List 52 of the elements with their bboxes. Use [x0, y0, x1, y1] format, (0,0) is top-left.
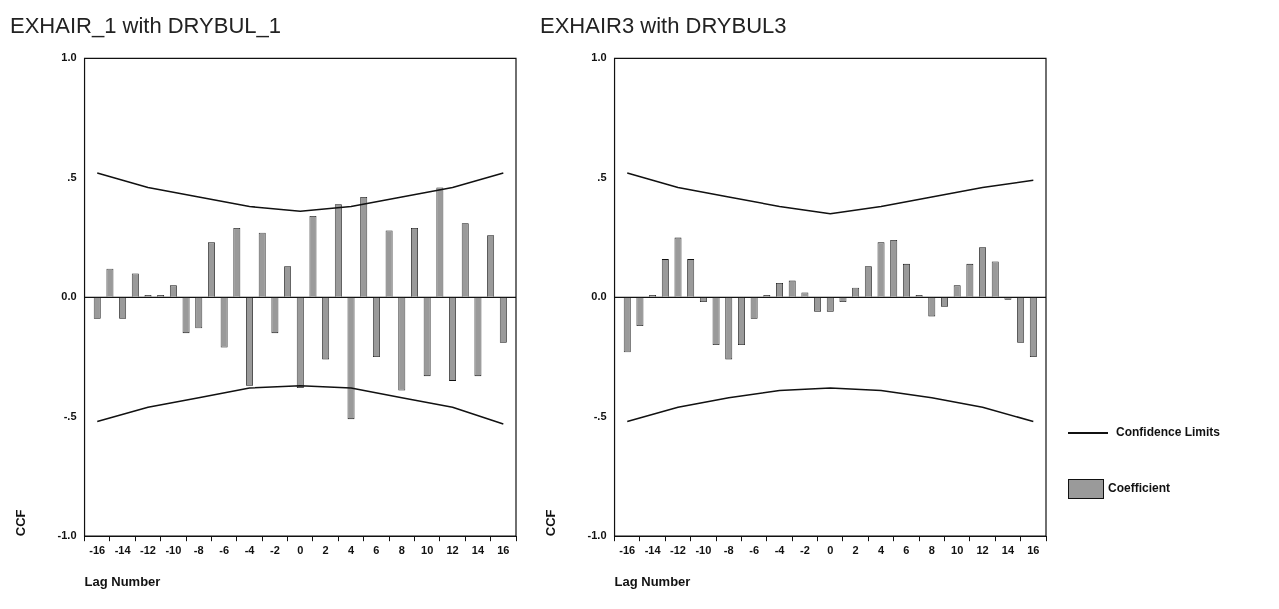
- x-tick-label: -14: [114, 543, 132, 556]
- x-tick-label: 10: [421, 543, 434, 556]
- x-tick-label: -16: [89, 543, 106, 556]
- y-tick-label: -1.0: [57, 529, 77, 542]
- y-tick-label: 0.0: [61, 290, 77, 303]
- x-tick-label: 12: [976, 543, 989, 556]
- x-tick-label: -2: [800, 543, 810, 556]
- x-tick-label: 6: [373, 543, 380, 556]
- x-tick-label: 0: [297, 543, 304, 556]
- y-tick-label: -.5: [63, 409, 77, 422]
- legend-label: Confidence Limits: [1116, 425, 1221, 439]
- y-tick-label: 1.0: [61, 51, 77, 64]
- y-tick-label: .5: [67, 170, 77, 183]
- x-tick-label: 12: [446, 543, 459, 556]
- x-axis-title: Lag Number: [614, 573, 691, 589]
- x-axis-title: Lag Number: [84, 573, 161, 589]
- x-tick-label: 6: [903, 543, 910, 556]
- x-tick-label: 8: [398, 543, 405, 556]
- y-axis-title: CCF: [543, 509, 559, 537]
- x-tick-label: 10: [951, 543, 964, 556]
- x-tick-label: -8: [193, 543, 204, 556]
- y-tick-label: .5: [597, 170, 607, 183]
- x-tick-label: -14: [644, 543, 662, 556]
- y-tick-label: 0.0: [591, 290, 607, 303]
- x-tick-label: 14: [471, 543, 485, 556]
- x-tick-label: 8: [928, 543, 935, 556]
- x-tick-label: -10: [695, 543, 712, 556]
- x-tick-label: 16: [1027, 543, 1040, 556]
- x-tick-label: -4: [244, 543, 256, 556]
- x-tick-label: 4: [347, 543, 355, 556]
- x-tick-label: 2: [322, 543, 329, 556]
- x-tick-label: 2: [852, 543, 859, 556]
- x-tick-label: -16: [619, 543, 636, 556]
- x-tick-label: 0: [827, 543, 834, 556]
- x-tick-label: -2: [270, 543, 280, 556]
- x-tick-label: 4: [877, 543, 885, 556]
- x-tick-label: 14: [1001, 543, 1015, 556]
- y-axis-title: CCF: [13, 509, 29, 537]
- y-tick-label: -.5: [593, 409, 607, 422]
- y-tick-label: -1.0: [587, 529, 607, 542]
- x-tick-label: -4: [774, 543, 786, 556]
- chart-title: EXHAIR3 with DRYBUL3: [540, 13, 787, 39]
- y-tick-label: 1.0: [591, 51, 607, 64]
- legend-label: Coefficient: [1108, 481, 1171, 496]
- x-tick-label: -6: [219, 543, 230, 556]
- x-tick-label: -12: [140, 543, 156, 556]
- x-tick-label: 16: [497, 543, 510, 556]
- chart-title: EXHAIR_1 with DRYBUL_1: [10, 13, 282, 39]
- x-tick-label: -6: [749, 543, 760, 556]
- x-tick-label: -10: [165, 543, 182, 556]
- x-tick-label: -8: [723, 543, 734, 556]
- x-tick-label: -12: [670, 543, 686, 556]
